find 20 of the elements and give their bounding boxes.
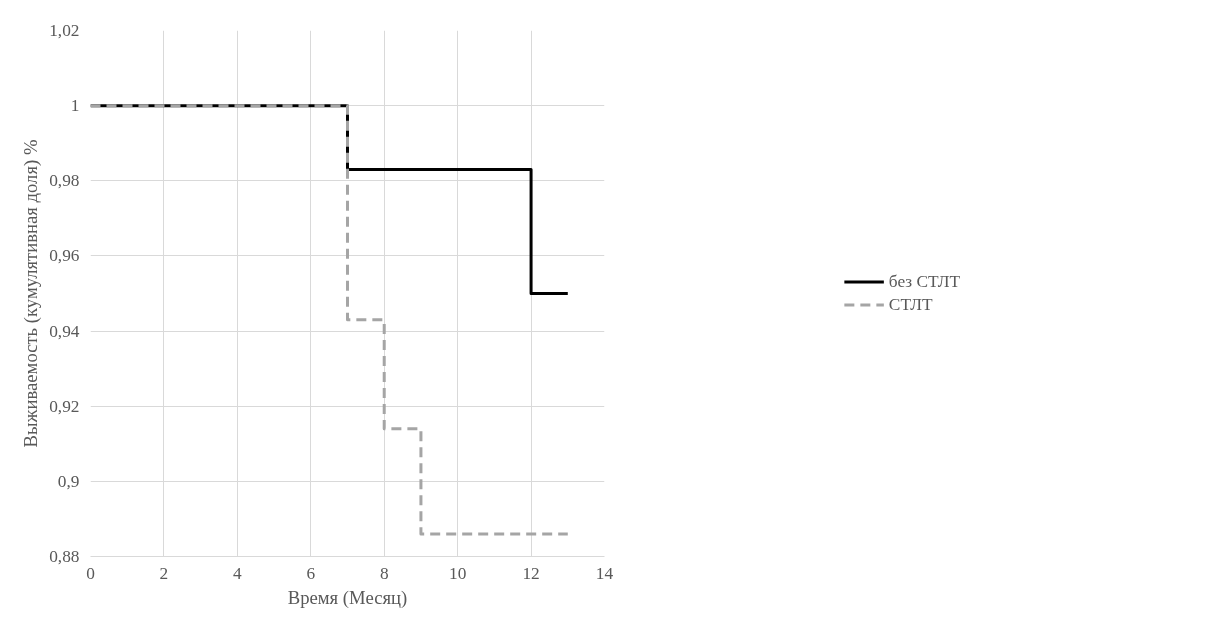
x-tick-label: 4 — [233, 563, 243, 583]
y-tick-label: 0,96 — [49, 246, 80, 266]
x-tick-label: 8 — [379, 563, 389, 583]
y-tick-label: 0,92 — [49, 396, 80, 416]
x-tick-label: 12 — [522, 563, 540, 583]
x-axis-title: Время (Месяц) — [287, 586, 408, 609]
x-tick-label: 2 — [159, 563, 169, 583]
x-tick-label: 0 — [86, 563, 95, 583]
y-tick-label: 1 — [70, 96, 80, 116]
y-axis-title: Выживаемость (кумулятивная доля) % — [20, 139, 43, 448]
x-tick-label: 14 — [595, 563, 614, 583]
x-tick-label: 10 — [448, 563, 467, 583]
y-tick-label: 0,88 — [49, 547, 80, 566]
y-tick-label: 0,9 — [57, 471, 80, 491]
y-tick-label: 0,94 — [49, 321, 80, 341]
x-tick-label: 6 — [306, 563, 316, 583]
legend-label: без СТЛТ — [888, 271, 961, 292]
y-tick-label: 0,98 — [49, 171, 80, 191]
y-tick-label: 1,02 — [49, 21, 80, 40]
legend-label: СТЛТ — [888, 294, 933, 315]
